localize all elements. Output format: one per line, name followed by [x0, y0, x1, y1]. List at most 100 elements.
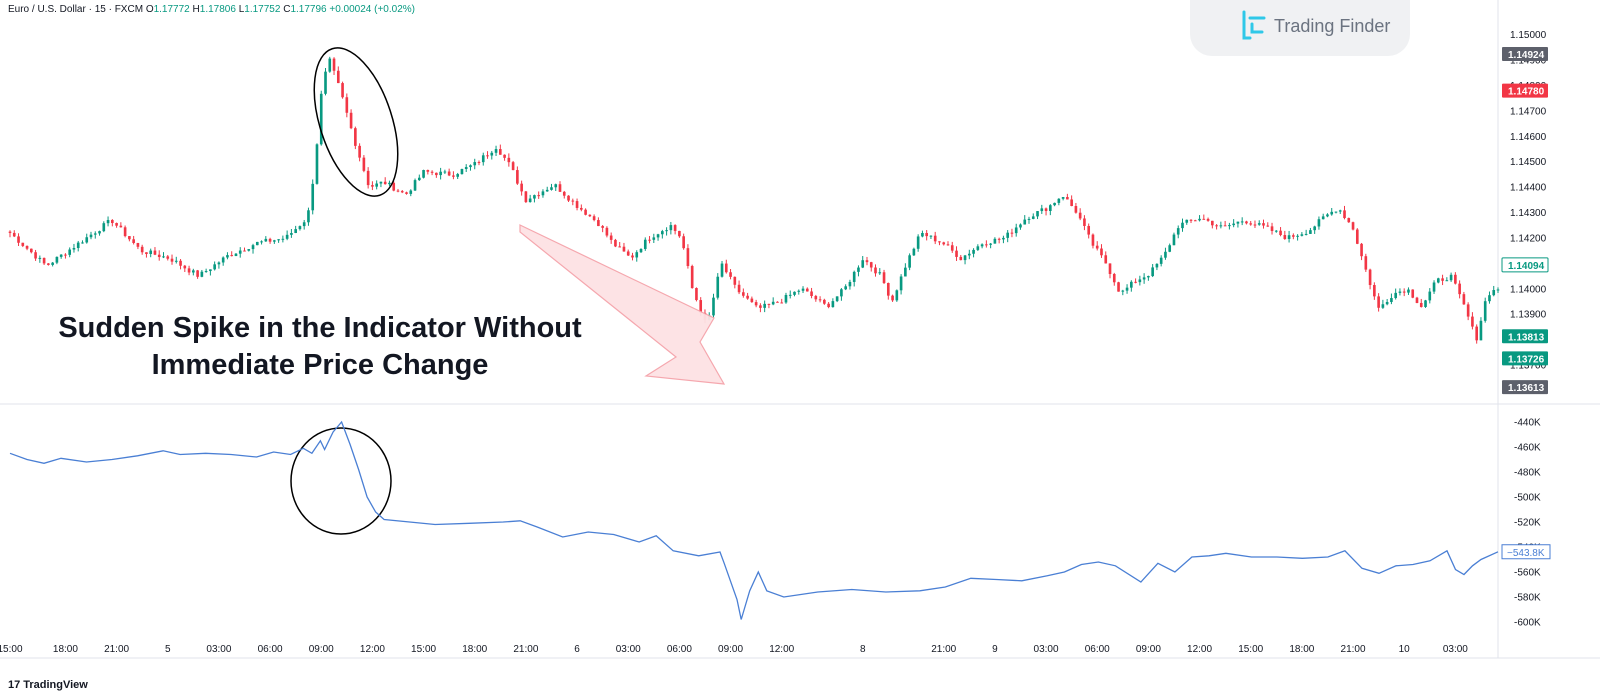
candle-body	[302, 222, 306, 227]
candle-body	[1257, 223, 1261, 225]
candle-body	[217, 262, 221, 265]
candle	[1326, 213, 1329, 218]
candle-body	[699, 300, 703, 313]
candle	[1142, 273, 1146, 284]
candle	[447, 168, 451, 177]
candle-body	[1176, 228, 1180, 235]
candle-body	[959, 256, 963, 261]
candle	[1394, 288, 1397, 300]
candle-body	[1185, 219, 1189, 223]
candle-body	[290, 233, 293, 235]
time-tick-label: 18:00	[1289, 644, 1314, 655]
candle-body	[946, 244, 950, 246]
candle-body	[59, 254, 63, 257]
candle	[831, 298, 835, 308]
candle	[166, 255, 170, 261]
candle	[1415, 296, 1419, 304]
candle	[797, 289, 801, 295]
low-label: L	[238, 4, 245, 15]
candle	[1296, 234, 1299, 241]
candle-body	[1262, 223, 1265, 226]
candle-body	[298, 226, 302, 230]
candle	[1364, 253, 1368, 272]
candle	[1176, 225, 1180, 239]
candle	[955, 246, 958, 261]
candle-body	[456, 174, 459, 177]
candle	[481, 152, 485, 166]
candle	[963, 254, 967, 265]
candle	[912, 247, 916, 256]
candle	[754, 299, 758, 308]
candle-body	[584, 209, 587, 215]
candle-body	[64, 254, 67, 256]
candle	[1010, 228, 1014, 238]
candle-body	[55, 256, 59, 263]
candle	[1368, 268, 1372, 290]
candle	[669, 221, 673, 235]
candle	[98, 230, 101, 236]
candle	[1215, 224, 1218, 230]
candle-body	[81, 242, 84, 244]
candle	[1475, 324, 1478, 344]
candle-body	[814, 296, 818, 300]
time-tick-label: 12:00	[769, 644, 794, 655]
candle	[827, 302, 830, 309]
candle	[729, 269, 732, 280]
candle-body	[1236, 221, 1240, 224]
candle-body	[921, 232, 924, 237]
candle	[678, 230, 681, 238]
candle	[1031, 213, 1035, 220]
candle-body	[507, 157, 511, 163]
candle-body	[1296, 235, 1299, 237]
candle-body	[388, 182, 391, 185]
candle-body	[844, 286, 847, 290]
candle-body	[1219, 225, 1223, 227]
down-arrow-shape	[519, 224, 726, 385]
candle	[537, 191, 541, 199]
indicator-tick-label: -480K	[1514, 468, 1541, 479]
candle-body	[1019, 224, 1022, 228]
candle	[562, 190, 566, 199]
candle-body	[409, 190, 413, 194]
candle	[12, 230, 16, 238]
candle-body	[1245, 221, 1248, 224]
candle	[302, 219, 306, 230]
candle-body	[145, 252, 148, 255]
price-badge-text: 1.14780	[1508, 87, 1545, 98]
candle	[247, 248, 251, 252]
candle	[1445, 277, 1449, 282]
candle-body	[1355, 229, 1359, 244]
candle	[989, 242, 992, 249]
candle	[511, 160, 515, 171]
candle-body	[1142, 277, 1146, 280]
candle	[213, 261, 216, 271]
candle-body	[264, 238, 268, 242]
price-candles	[8, 56, 1500, 344]
candle	[1492, 285, 1496, 297]
candle-body	[1134, 281, 1137, 283]
candle-body	[1168, 245, 1172, 252]
time-tick-label: 12:00	[360, 644, 385, 655]
candle	[571, 198, 575, 206]
candle	[383, 177, 387, 185]
candle-body	[396, 190, 400, 192]
candle-body	[1125, 287, 1129, 291]
candle-body	[375, 183, 378, 187]
candle	[349, 109, 353, 130]
candle-body	[716, 276, 720, 298]
candle	[1458, 280, 1461, 299]
time-tick-label: 21:00	[1341, 644, 1366, 655]
candle-body	[720, 263, 724, 277]
candle	[665, 227, 668, 236]
candle	[1040, 204, 1044, 214]
candle-body	[311, 183, 315, 211]
candle-body	[729, 272, 732, 277]
candle	[85, 233, 89, 244]
candle	[938, 241, 941, 246]
candle	[1091, 233, 1095, 249]
candle	[153, 247, 157, 256]
candle	[460, 168, 464, 175]
candle	[1185, 219, 1189, 225]
candle-body	[626, 251, 630, 256]
candle	[1454, 272, 1457, 285]
